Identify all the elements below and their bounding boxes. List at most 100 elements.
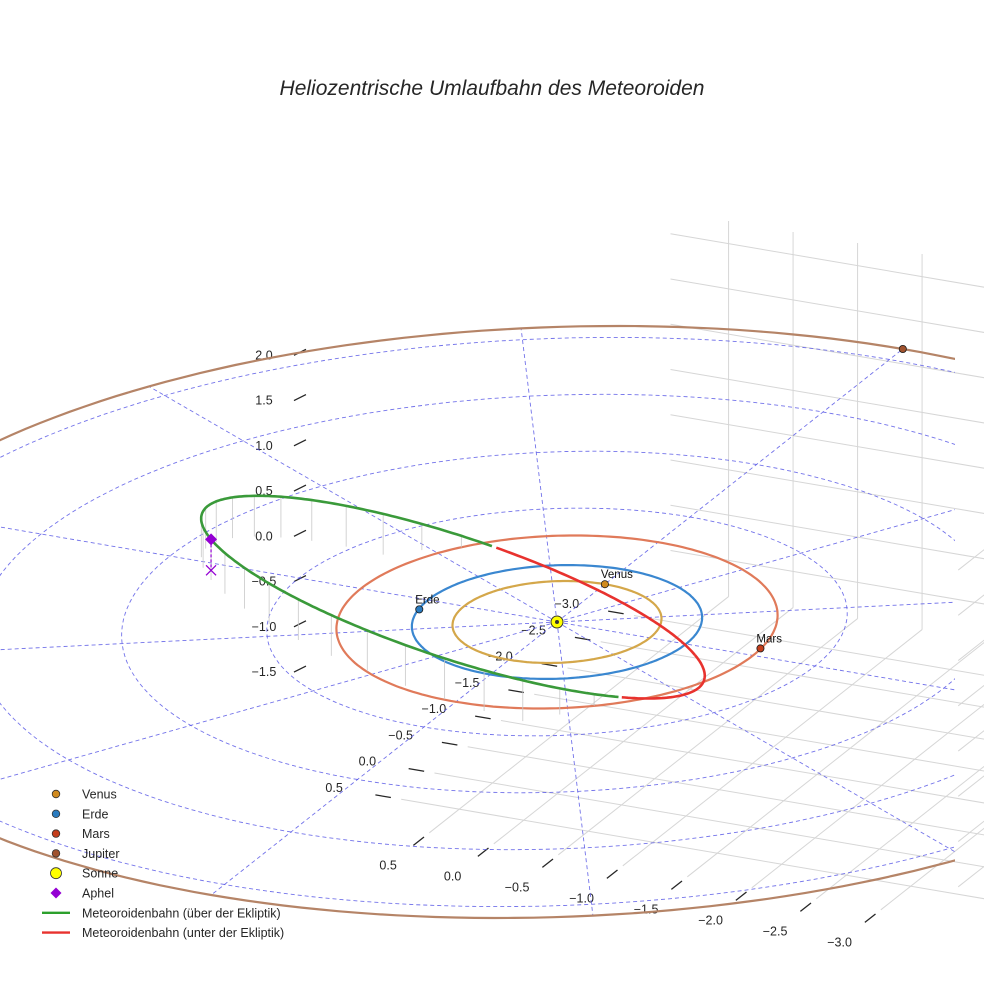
reference-spoke (556, 621, 955, 853)
x-tick (375, 794, 391, 799)
z-tick (293, 665, 307, 673)
y-tick (670, 880, 683, 890)
legend-label: Sonne (82, 867, 118, 881)
y-tick-label: −2.5 (763, 924, 788, 938)
z-tick (293, 484, 307, 492)
y-tick-label: −0.5 (505, 880, 530, 894)
y-tick (541, 858, 554, 868)
y-tick (864, 913, 876, 923)
grid-line (434, 772, 984, 868)
y-tick-label: 0.5 (379, 858, 396, 872)
grid-line (670, 549, 984, 605)
grid-line (751, 703, 984, 889)
grid-panes (401, 221, 984, 911)
legend-marker (50, 867, 62, 880)
y-tick (606, 869, 618, 879)
grid-line (401, 798, 984, 900)
grid-line (670, 278, 984, 333)
legend-label: Erde (82, 807, 108, 821)
reference-spoke (0, 621, 558, 651)
x-tick (541, 663, 558, 667)
grid-line (493, 607, 794, 845)
x-tick (408, 768, 425, 772)
y-tick-label: 0.0 (444, 869, 461, 883)
planet-marker-erde (415, 605, 424, 614)
orbit-erde (410, 564, 704, 680)
grid-line (558, 618, 858, 856)
z-tick-label: 1.5 (255, 394, 272, 408)
z-tick (293, 393, 307, 402)
meteoroid-orbit-below (495, 546, 696, 656)
legend-label: Meteoroidenbahn (über der Ekliptik) (82, 906, 281, 920)
reference-spoke (0, 526, 558, 623)
x-tick (441, 741, 458, 746)
grid-line (567, 667, 984, 740)
grid-line (880, 827, 984, 911)
grid-line (957, 820, 984, 842)
x-tick (508, 689, 524, 694)
grid-line (670, 504, 984, 560)
legend-label: Mars (82, 827, 110, 841)
meteoroid-orbit-below (621, 654, 707, 700)
grid-line (957, 684, 984, 707)
x-tick-label: 0.0 (359, 755, 376, 769)
planet-marker-venus (600, 580, 609, 589)
y-tick-label: −1.5 (634, 902, 659, 916)
grid-line (957, 730, 984, 752)
x-tick (608, 610, 624, 615)
x-tick-label: −0.5 (388, 728, 413, 742)
reference-spoke (556, 621, 594, 916)
aphel-projection-marker (205, 564, 217, 576)
z-tick-label: 0.0 (255, 529, 272, 543)
x-tick-label: −1.0 (422, 702, 447, 716)
z-tick (293, 620, 307, 628)
z-tick-label: −1.5 (252, 665, 277, 679)
grid-line (670, 323, 984, 379)
reference-ring (0, 393, 955, 851)
chart-title: Heliozentrische Umlaufbahn des Meteoroid… (280, 77, 705, 100)
grid-line (670, 414, 984, 469)
grid-line (633, 615, 984, 676)
grid-line (670, 233, 984, 288)
legend: Venus Erde Mars Jupiter Sonne Aphel Meteoroide… (42, 788, 284, 940)
legend-marker (50, 887, 62, 899)
legend-marker (51, 809, 61, 818)
planet-label-erde: Erde (415, 594, 439, 606)
grid-line (670, 368, 984, 424)
z-tick (293, 439, 307, 447)
x-tick-label: −1.5 (455, 676, 480, 690)
reference-spoke (520, 328, 558, 623)
grid-line (670, 459, 984, 514)
reference-spoke (210, 621, 558, 896)
plot-area: Venus Erde Mars (0, 324, 955, 920)
reference-spoke (556, 509, 955, 623)
planet-marker-mars (756, 644, 765, 653)
y-tick (412, 836, 425, 846)
z-tick-label: 1.0 (255, 439, 272, 453)
grid-line (600, 641, 984, 708)
legend-label: Venus (82, 788, 117, 802)
grid-line (816, 765, 984, 900)
z-tick-label: −1.0 (252, 620, 277, 634)
orbit-mars (335, 534, 779, 710)
y-tick-label: −1.0 (569, 891, 594, 905)
planet-marker-jupiter (898, 344, 907, 353)
reference-spoke (0, 621, 558, 780)
reference-spoke (556, 348, 904, 623)
grid-line (957, 775, 984, 797)
legend-label: Meteoroidenbahn (unter der Ekliptik) (82, 926, 284, 940)
y-tick (735, 891, 747, 901)
legend-label: Aphel (82, 887, 114, 901)
grid-line (622, 629, 923, 867)
x-tick (475, 715, 491, 720)
legend-marker (51, 789, 61, 799)
grid-line (467, 746, 984, 836)
x-tick-label: −2.5 (521, 623, 546, 637)
aphel-marker (205, 533, 218, 546)
z-tick (293, 529, 307, 537)
grid-line (957, 549, 984, 571)
grid-line (957, 594, 984, 616)
legend-marker (51, 849, 61, 858)
sun-core (555, 620, 559, 624)
